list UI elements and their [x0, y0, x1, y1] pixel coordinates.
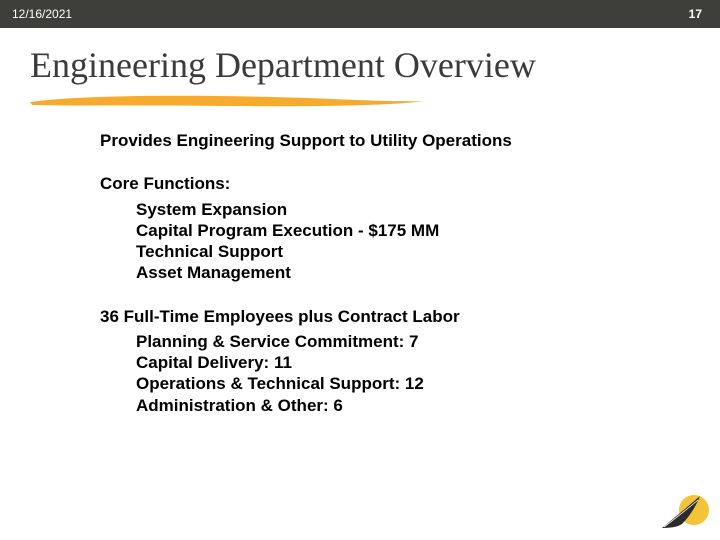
list-item: Technical Support — [136, 241, 660, 262]
header-date: 12/16/2021 — [12, 7, 72, 21]
list-item: Operations & Technical Support: 12 — [136, 373, 660, 394]
staffing-list: Planning & Service Commitment: 7 Capital… — [136, 331, 660, 416]
intro-section: Provides Engineering Support to Utility … — [100, 130, 660, 151]
header-bar: 12/16/2021 17 — [0, 0, 720, 28]
page-title: Engineering Department Overview — [30, 44, 536, 86]
staffing-heading: 36 Full-Time Employees plus Contract Lab… — [100, 306, 660, 327]
intro-text: Provides Engineering Support to Utility … — [100, 130, 660, 151]
list-item: Capital Program Execution - $175 MM — [136, 220, 660, 241]
list-item: Administration & Other: 6 — [136, 395, 660, 416]
slide: 12/16/2021 17 Engineering Department Ove… — [0, 0, 720, 540]
header-page-number: 17 — [689, 7, 702, 21]
title-underline-swoosh — [28, 92, 428, 110]
staffing-section: 36 Full-Time Employees plus Contract Lab… — [100, 306, 660, 416]
list-item: Asset Management — [136, 262, 660, 283]
core-functions-list: System Expansion Capital Program Executi… — [136, 199, 660, 284]
core-functions-heading: Core Functions: — [100, 173, 660, 194]
core-functions-section: Core Functions: System Expansion Capital… — [100, 173, 660, 283]
body-content: Provides Engineering Support to Utility … — [100, 130, 660, 438]
list-item: Capital Delivery: 11 — [136, 352, 660, 373]
list-item: Planning & Service Commitment: 7 — [136, 331, 660, 352]
corner-logo-icon — [656, 488, 710, 532]
list-item: System Expansion — [136, 199, 660, 220]
